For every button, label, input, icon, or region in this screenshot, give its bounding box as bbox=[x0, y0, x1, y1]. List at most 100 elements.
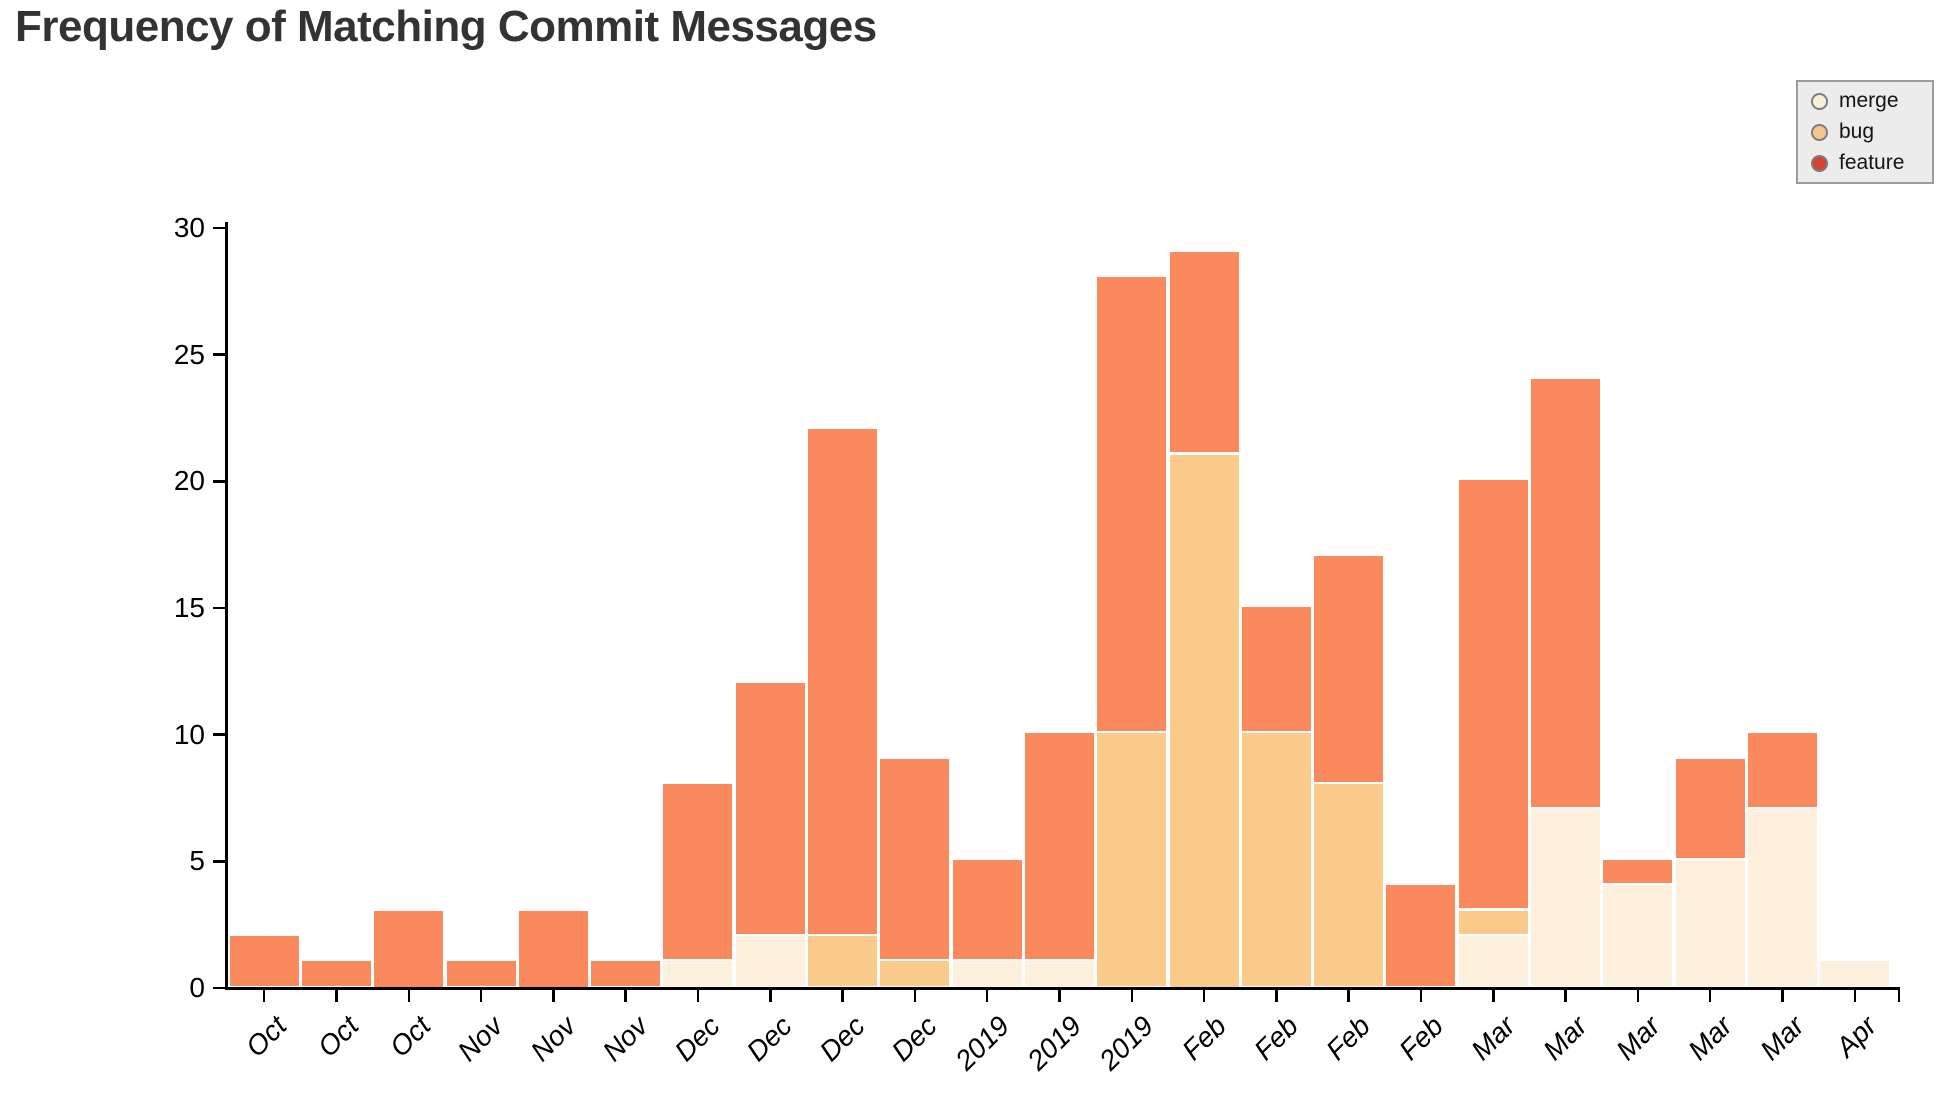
x-tick-label: Nov bbox=[524, 1010, 582, 1068]
merge-legend-dot-icon bbox=[1811, 92, 1828, 110]
bar-segment-feature bbox=[1603, 859, 1673, 886]
x-tick bbox=[913, 989, 917, 1002]
x-tick bbox=[1347, 989, 1350, 1002]
bar-segment-merge bbox=[1024, 961, 1094, 987]
bar-segment-merge bbox=[1603, 885, 1673, 987]
x-tick-label: 2019 bbox=[1021, 1010, 1088, 1076]
legend-label: merge bbox=[1839, 89, 1899, 112]
x-tick-label: Mar bbox=[1465, 1010, 1522, 1067]
y-tick-label: 30 bbox=[173, 212, 205, 243]
x-tick bbox=[1564, 989, 1567, 1002]
y-tick bbox=[213, 606, 225, 610]
bar-segment-merge bbox=[735, 935, 805, 987]
x-tick bbox=[624, 989, 627, 1002]
x-tick-label: Mar bbox=[1537, 1010, 1594, 1067]
x-tick-label: Mar bbox=[1682, 1010, 1739, 1067]
bar-segment-feature bbox=[229, 935, 299, 987]
x-tick-label: Feb bbox=[1248, 1010, 1305, 1067]
x-tick bbox=[1275, 989, 1278, 1002]
bar-segment-feature bbox=[591, 961, 661, 987]
bar-segment-feature bbox=[952, 859, 1022, 962]
x-tick-label: Mar bbox=[1609, 1010, 1666, 1067]
y-tick-label: 10 bbox=[173, 718, 205, 750]
x-tick bbox=[479, 989, 483, 1002]
legend-item-feature: feature bbox=[1811, 151, 1932, 175]
bar-segment-bug bbox=[808, 935, 878, 987]
x-tick bbox=[1058, 989, 1061, 1002]
y-tick bbox=[213, 860, 225, 863]
x-tick bbox=[262, 989, 266, 1002]
bar-segment-feature bbox=[1024, 733, 1094, 962]
x-axis-end-tick bbox=[1897, 989, 1900, 1002]
x-tick-label: Feb bbox=[1175, 1010, 1232, 1067]
y-tick-label: 20 bbox=[173, 465, 205, 497]
bar-segment-feature bbox=[1386, 885, 1456, 987]
x-tick bbox=[1419, 989, 1423, 1002]
x-tick-label: Dec bbox=[885, 1010, 943, 1068]
x-tick-label: Dec bbox=[813, 1010, 871, 1068]
x-tick-label: Oct bbox=[311, 1010, 365, 1063]
bar-segment-merge bbox=[663, 961, 733, 987]
x-tick bbox=[1853, 989, 1856, 1002]
x-tick-label: Apr bbox=[1829, 1010, 1883, 1063]
y-tick-label: 0 bbox=[189, 972, 205, 1003]
bar-segment-bug bbox=[1241, 733, 1311, 987]
x-tick bbox=[1708, 989, 1712, 1002]
bar-segment-merge bbox=[1458, 935, 1528, 987]
bar-segment-bug bbox=[880, 961, 950, 987]
bar-segment-merge bbox=[952, 961, 1022, 987]
bar-segment-feature bbox=[374, 910, 444, 987]
y-tick bbox=[213, 480, 225, 483]
bar-segment-merge bbox=[1820, 961, 1890, 987]
x-tick-label: Oct bbox=[383, 1010, 437, 1063]
x-axis-line bbox=[225, 986, 1900, 990]
bar-segment-feature bbox=[1169, 251, 1239, 455]
y-axis-line bbox=[225, 222, 228, 990]
bar-segment-feature bbox=[1241, 606, 1311, 734]
bar-segment-feature bbox=[735, 682, 805, 936]
x-tick-label: Dec bbox=[741, 1010, 799, 1068]
x-tick bbox=[1130, 989, 1133, 1002]
bar-segment-feature bbox=[1675, 758, 1745, 860]
y-tick bbox=[213, 353, 225, 356]
x-tick bbox=[1202, 989, 1206, 1002]
bar-segment-feature bbox=[1531, 378, 1601, 810]
y-tick bbox=[213, 733, 225, 736]
bar-segment-feature bbox=[1747, 733, 1817, 810]
y-tick bbox=[213, 986, 225, 990]
x-tick bbox=[769, 989, 772, 1002]
x-tick-label: 2019 bbox=[1093, 1010, 1160, 1076]
x-tick bbox=[696, 989, 700, 1002]
x-tick-label: Dec bbox=[668, 1010, 726, 1068]
y-tick-label: 5 bbox=[189, 845, 205, 877]
bar-segment-feature bbox=[518, 910, 588, 987]
bar-segment-feature bbox=[1097, 277, 1167, 734]
legend-item-bug: bug bbox=[1811, 120, 1932, 144]
bar-segment-merge bbox=[1747, 809, 1817, 987]
bar-segment-feature bbox=[880, 758, 950, 962]
bar-segment-feature bbox=[1314, 555, 1384, 784]
x-tick bbox=[1781, 989, 1784, 1002]
x-tick bbox=[407, 989, 410, 1002]
bar-segment-feature bbox=[446, 961, 516, 987]
bar-segment-merge bbox=[1675, 859, 1745, 987]
y-tick-label: 25 bbox=[173, 338, 205, 370]
x-tick-label: Feb bbox=[1320, 1010, 1377, 1067]
bar-segment-feature bbox=[1458, 479, 1528, 911]
legend: merge bug feature bbox=[1796, 80, 1934, 184]
x-tick bbox=[552, 989, 555, 1002]
bar-segment-bug bbox=[1458, 910, 1528, 936]
x-tick-label: Mar bbox=[1754, 1010, 1811, 1067]
bar-segment-feature bbox=[301, 961, 371, 987]
x-tick-label: 2019 bbox=[949, 1010, 1016, 1076]
x-tick bbox=[335, 989, 338, 1002]
x-tick bbox=[841, 989, 844, 1002]
bar-segment-bug bbox=[1314, 783, 1384, 987]
bug-legend-dot-icon bbox=[1811, 123, 1828, 141]
bar-segment-feature bbox=[663, 783, 733, 962]
chart-title: Frequency of Matching Commit Messages bbox=[15, 2, 877, 51]
legend-label: feature bbox=[1839, 151, 1905, 174]
x-tick-label: Nov bbox=[596, 1010, 654, 1068]
y-tick-label: 15 bbox=[173, 592, 205, 623]
